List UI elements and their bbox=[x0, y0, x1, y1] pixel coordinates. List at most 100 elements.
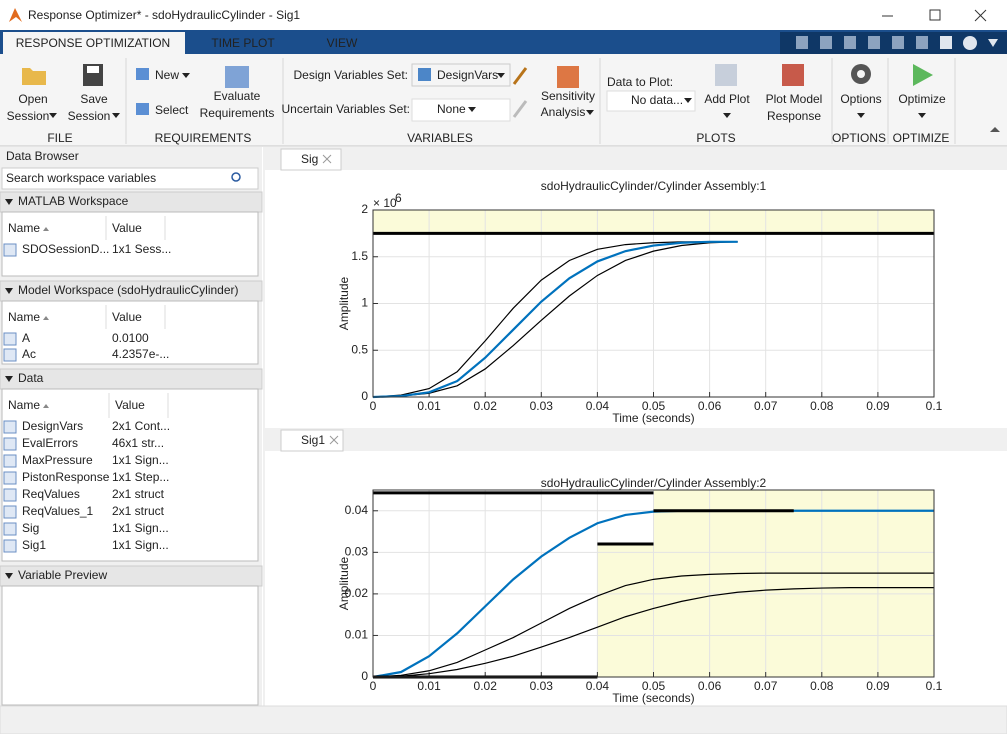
cell: 1x1 Sign... bbox=[112, 521, 169, 535]
column-header: Value bbox=[115, 398, 145, 412]
status-bar bbox=[0, 705, 1007, 734]
row-icon bbox=[3, 539, 17, 553]
maximize[interactable] bbox=[929, 9, 941, 21]
row-icon bbox=[3, 420, 17, 434]
toolstrip-icons[interactable] bbox=[22, 63, 1000, 132]
x-tick-label: 0.06 bbox=[698, 679, 722, 693]
x-tick-label: 0.1 bbox=[926, 679, 943, 693]
active-tab[interactable] bbox=[3, 32, 185, 54]
cell: A bbox=[22, 331, 30, 345]
group-label: PLOTS bbox=[696, 131, 735, 145]
x-axis-label: Time (seconds) bbox=[612, 691, 694, 705]
column-dividers bbox=[105, 216, 169, 418]
cell: Ac bbox=[22, 347, 36, 361]
row-icon bbox=[3, 348, 17, 362]
toolstrip-button-label: Session bbox=[7, 109, 50, 123]
cell: 1x1 Step... bbox=[112, 470, 169, 484]
sort-arrows[interactable] bbox=[43, 227, 49, 408]
x-tick-label: 0.03 bbox=[530, 399, 554, 413]
toolstrip-button-label: Sensitivity bbox=[541, 89, 595, 103]
cell: 1x1 Sign... bbox=[112, 453, 169, 467]
y-axis-label: Amplitude bbox=[337, 277, 351, 331]
x-tick-label: 0.05 bbox=[642, 399, 666, 413]
x-tick-label: 0.04 bbox=[586, 679, 610, 693]
cell: ReqValues bbox=[22, 487, 80, 501]
row-icon bbox=[3, 243, 17, 257]
cell: PistonResponse bbox=[22, 470, 110, 484]
x-tick-label: 0 bbox=[370, 399, 377, 413]
x-tick-label: 0.07 bbox=[754, 399, 778, 413]
toolstrip-button-label: Requirements bbox=[200, 106, 275, 120]
app-icon bbox=[9, 8, 22, 22]
group-separators bbox=[125, 58, 956, 144]
cell: 2x1 struct bbox=[112, 487, 165, 501]
cell: SDOSessionD... bbox=[22, 242, 109, 256]
toolstrip-button-label: Options bbox=[840, 92, 881, 106]
panel-title: Data Browser bbox=[6, 149, 79, 163]
cell: DesignVars bbox=[22, 419, 83, 433]
x-tick-label: 0.09 bbox=[866, 679, 890, 693]
quick-access-icons[interactable] bbox=[796, 36, 977, 50]
cell: 2x1 struct bbox=[112, 504, 165, 518]
y-tick-label: 0 bbox=[361, 389, 368, 403]
cell: ReqValues_1 bbox=[22, 504, 93, 518]
toolstrip-button-label: Select bbox=[155, 103, 189, 117]
cell: Sig1 bbox=[22, 538, 46, 552]
x-tick-label: 0.08 bbox=[810, 679, 834, 693]
toolstrip-button-label: Analysis bbox=[541, 105, 586, 119]
y-tick-label: 0.5 bbox=[351, 342, 368, 356]
section-title: Variable Preview bbox=[18, 568, 107, 582]
window-title: Response Optimizer* - sdoHydraulicCylind… bbox=[28, 8, 300, 22]
toolstrip-button-label: Uncertain Variables Set: bbox=[281, 102, 410, 116]
toolstrip-button-label: Session bbox=[68, 109, 111, 123]
toolstrip-button-label: Save bbox=[80, 92, 108, 106]
group-label: VARIABLES bbox=[407, 131, 473, 145]
cell: Sig bbox=[22, 521, 39, 535]
x-tick-label: 0.1 bbox=[926, 399, 943, 413]
dropdown-arrows[interactable] bbox=[49, 73, 926, 118]
search-box[interactable] bbox=[1, 167, 259, 190]
series-line bbox=[372, 587, 934, 678]
search-icon[interactable] bbox=[231, 172, 241, 182]
x-tick-label: 0.06 bbox=[698, 399, 722, 413]
toolstrip-button-label: Open bbox=[18, 92, 47, 106]
axes-frame bbox=[372, 209, 935, 398]
section-title: Data bbox=[18, 371, 44, 385]
cell: 0.0100 bbox=[112, 331, 149, 345]
x-tick-label: 0.04 bbox=[586, 399, 610, 413]
tab-close[interactable] bbox=[322, 154, 339, 445]
y-multiplier-power: 6 bbox=[395, 191, 402, 205]
toolstrip-button-label: None bbox=[437, 102, 466, 116]
tab: RESPONSE OPTIMIZATION bbox=[16, 36, 170, 50]
group-label: OPTIONS bbox=[832, 131, 886, 145]
row-icon bbox=[3, 488, 17, 502]
toolstrip-button-label: Add Plot bbox=[704, 92, 750, 106]
column-header: Name bbox=[8, 398, 40, 412]
x-tick-label: 0.09 bbox=[866, 399, 890, 413]
document-tab[interactable] bbox=[280, 148, 342, 171]
row-icon bbox=[3, 437, 17, 451]
search-placeholder: Search workspace variables bbox=[6, 171, 156, 185]
toolstrip-button-label: Data to Plot: bbox=[607, 75, 673, 89]
x-tick-label: 0.02 bbox=[474, 399, 498, 413]
document-tab[interactable] bbox=[280, 429, 344, 452]
row-icon bbox=[3, 522, 17, 536]
shaded-region bbox=[653, 490, 934, 677]
section-collapse-arrows[interactable] bbox=[5, 199, 13, 579]
column-header: Value bbox=[112, 310, 142, 324]
collapse-arrow[interactable] bbox=[988, 39, 998, 47]
tab-label: Sig1 bbox=[301, 433, 325, 447]
group-label: REQUIREMENTS bbox=[155, 131, 252, 145]
toolstrip-button-label: Response bbox=[767, 109, 821, 123]
tab-label: Sig bbox=[301, 152, 318, 166]
tab: VIEW bbox=[327, 36, 358, 50]
tab: TIME PLOT bbox=[211, 36, 275, 50]
toolstrip-button-label: DesignVars bbox=[437, 68, 498, 82]
series-line bbox=[372, 241, 738, 398]
y-tick-label: 1.5 bbox=[351, 249, 368, 263]
close[interactable] bbox=[974, 9, 987, 22]
y-tick-label: 2 bbox=[361, 202, 368, 216]
y-tick-label: 0.02 bbox=[345, 586, 369, 600]
shaded-region bbox=[597, 544, 654, 677]
group-label: FILE bbox=[47, 131, 72, 145]
